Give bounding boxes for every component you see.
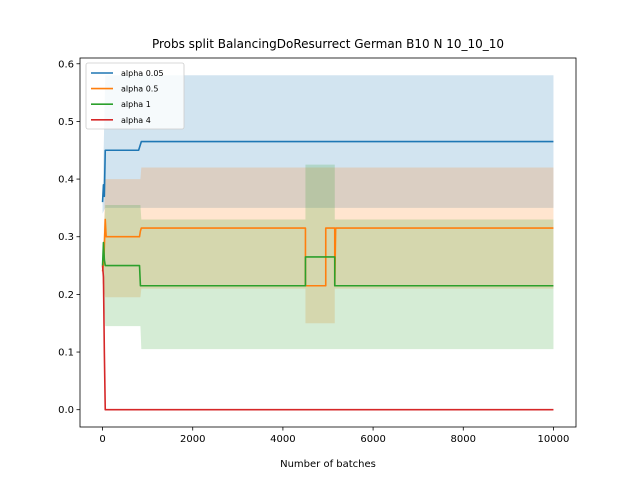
- line-series-0: [101, 140, 554, 203]
- x-tick-label: 6000: [360, 434, 385, 445]
- band-series-0: [102, 75, 554, 214]
- line-series-3: [101, 265, 554, 411]
- legend-label: alpha 0.05: [121, 69, 164, 78]
- band-series-1: [102, 167, 554, 324]
- x-axis-ticks: 0 2000 4000 6000 8000 10000: [99, 427, 569, 445]
- y-tick-label: 0.6: [58, 59, 74, 70]
- x-axis-label: Number of batches: [280, 459, 376, 470]
- legend-label: alpha 4: [121, 116, 151, 125]
- legend-label: alpha 0.5: [121, 85, 158, 94]
- chart-title: Probs split BalancingDoResurrect German …: [152, 37, 504, 51]
- x-tick-label: 0: [99, 434, 105, 445]
- x-tick-label: 4000: [270, 434, 295, 445]
- line-series-2: [101, 241, 554, 287]
- x-tick-label: 8000: [451, 434, 476, 445]
- legend-label: alpha 1: [121, 100, 151, 109]
- y-tick-label: 0.1: [58, 348, 74, 359]
- x-tick-label: 2000: [180, 434, 205, 445]
- series-lines: [101, 140, 554, 411]
- y-tick-label: 0.0: [58, 405, 74, 416]
- plot-frame: [79, 57, 577, 428]
- y-tick-label: 0.4: [58, 175, 74, 186]
- legend-box: [85, 62, 185, 130]
- y-tick-label: 0.5: [58, 117, 74, 128]
- y-axis-ticks: 0.0 0.1 0.2 0.3 0.4 0.5 0.6: [58, 59, 80, 416]
- legend: alpha 0.05 alpha 0.5 alpha 1 alpha 4: [85, 62, 185, 130]
- x-tick-label: 10000: [538, 434, 570, 445]
- y-tick-label: 0.2: [58, 290, 74, 301]
- y-tick-label: 0.3: [58, 232, 74, 243]
